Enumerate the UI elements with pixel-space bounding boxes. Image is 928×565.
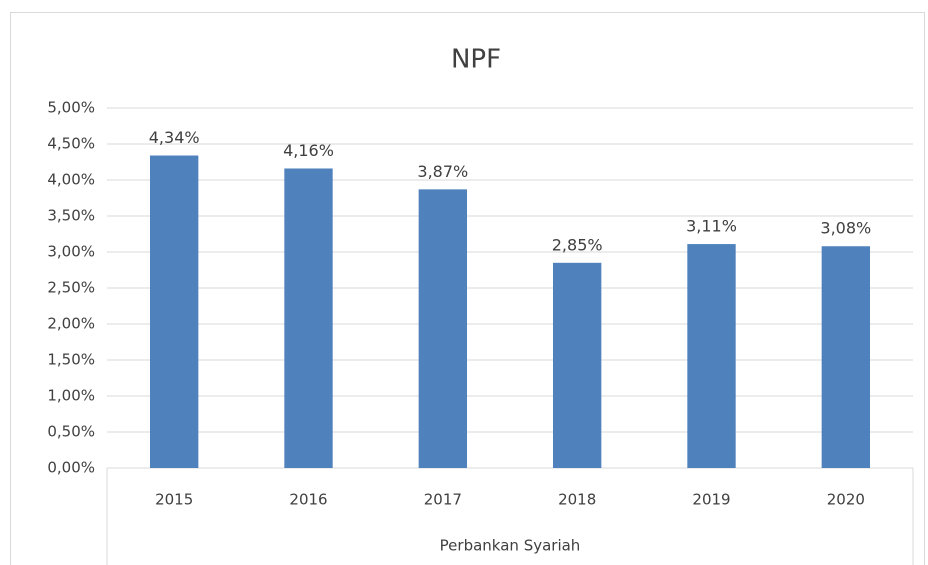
x-axis-label: Perbankan Syariah: [440, 537, 581, 555]
x-tick-label: 2016: [289, 491, 327, 509]
y-tick-label: 2,00%: [47, 315, 95, 333]
bar: [821, 246, 871, 468]
data-label: 3,11%: [686, 217, 737, 236]
chart-title: NPF: [451, 45, 501, 75]
bar: [149, 155, 199, 468]
data-label: 3,08%: [820, 219, 871, 238]
y-tick-label: 2,50%: [47, 279, 95, 297]
y-tick-label: 3,00%: [47, 243, 95, 261]
x-tick-label: 2017: [424, 491, 462, 509]
x-tick-label: 2018: [558, 491, 596, 509]
data-label: 2,85%: [552, 235, 603, 254]
y-tick-label: 1,50%: [47, 351, 95, 369]
x-tick-label: 2020: [827, 491, 865, 509]
y-tick-label: 4,50%: [47, 135, 95, 153]
chart-frame: [10, 12, 925, 565]
y-tick-label: 0,00%: [47, 459, 95, 477]
bar: [552, 262, 602, 468]
bar: [418, 189, 468, 469]
data-label: 4,34%: [149, 128, 200, 147]
bar: [284, 168, 333, 469]
y-tick-label: 0,50%: [47, 423, 95, 441]
bar: [687, 244, 736, 468]
y-tick-label: 5,00%: [47, 99, 95, 117]
x-tick-label: 2019: [692, 491, 730, 509]
y-tick-label: 4,00%: [47, 171, 95, 189]
data-label: 3,87%: [417, 162, 468, 181]
data-label: 4,16%: [283, 141, 334, 160]
y-tick-label: 3,50%: [47, 207, 95, 225]
y-tick-label: 1,00%: [47, 387, 95, 405]
x-tick-label: 2015: [155, 491, 193, 509]
